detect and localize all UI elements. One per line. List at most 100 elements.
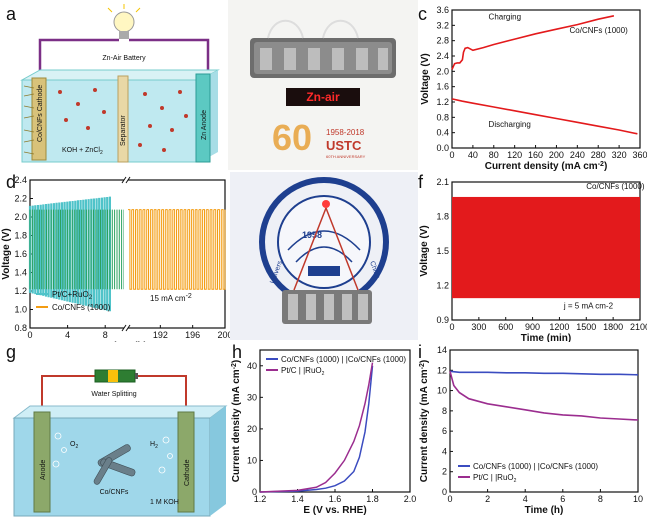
- anode-label: Zn Anode: [201, 110, 208, 140]
- chart-c: 0 40 80 120 160 200 240 280 320 360 0.0 0.4 0.8 1.2 1.…: [420, 5, 647, 172]
- y-tick-label: 1.4: [14, 268, 27, 278]
- y-tick-label: 2: [442, 467, 447, 477]
- axis-break-mark: [125, 324, 131, 332]
- panel-label-i: i: [418, 342, 422, 362]
- y-axis-title: Voltage (V): [419, 225, 430, 276]
- x-tick-label: 4: [65, 330, 70, 340]
- legend-label-i-1: Pt/C | |RuO2: [473, 473, 517, 484]
- y-tick-label: 3.6: [436, 5, 449, 15]
- panel-label-c: c: [418, 4, 427, 24]
- seal-photo: 1958 Univers China: [230, 172, 418, 340]
- ws-title: Water Splitting: [91, 391, 136, 398]
- legend-label-h-0: Co/CNFs (1000) | |Co/CNFs (1000): [281, 355, 406, 364]
- light-bulb-icon: [107, 4, 141, 39]
- panel-label-h: h: [232, 342, 243, 362]
- y-tick-label: 1.2: [14, 286, 27, 296]
- y-tick-label: 1.5: [436, 246, 449, 256]
- y-tick-label: 6: [442, 426, 447, 436]
- y-tick-label: 10: [437, 386, 447, 396]
- x-tick-label: 8: [103, 330, 108, 340]
- annotation-material: Co/CNFs (1000): [586, 182, 645, 191]
- svg-text:USTC: USTC: [326, 138, 362, 153]
- x-tick-label: 192: [153, 330, 168, 340]
- series-h-0: [259, 365, 374, 493]
- y-tick-label: 2.2: [14, 194, 27, 204]
- axis-break-mark: [121, 324, 127, 332]
- ws-anode-label: Anode: [40, 460, 47, 480]
- x-axis-title: Time (h): [108, 341, 147, 342]
- series-i-0: [449, 370, 639, 376]
- annotation-current: j = 5 mA cm-2: [563, 302, 614, 311]
- catalyst-rods: [93, 444, 136, 485]
- plot-frame: [449, 349, 639, 493]
- legend-label-i-0: Co/CNFs (1000) | |Co/CNFs (1000): [473, 462, 598, 471]
- y-tick-label: 40: [247, 361, 257, 371]
- y-tick-label: 1.2: [436, 281, 449, 291]
- series-i-1: [449, 371, 639, 421]
- x-tick-label: 600: [498, 322, 513, 332]
- x-tick-label: 0: [449, 322, 454, 332]
- series-discharging: [451, 98, 638, 135]
- y-tick-label: 14: [437, 345, 447, 355]
- separator-label: Separator: [120, 115, 127, 146]
- series-cocnfs-band: [452, 196, 640, 299]
- series-charging: [451, 15, 615, 70]
- h2-label: H2: [150, 441, 158, 450]
- battery-photo: Zn-air 60 1958-2018 USTC 60TH ANNIVERSAR…: [228, 0, 418, 170]
- x-tick-label: 200: [217, 330, 230, 340]
- y-tick-label: 0.4: [436, 128, 449, 138]
- legend-label-ptc: Pt/C+RuO2: [52, 290, 93, 301]
- water-splitting-schematic: Water Splitting Anode Cathode O2 H2 Co/C…: [12, 369, 228, 517]
- panel-label-g: g: [6, 342, 17, 362]
- anode-electrode: [195, 73, 211, 163]
- x-tick-label: 8: [598, 494, 603, 504]
- led-display: [286, 88, 360, 106]
- x-tick-label: 0: [27, 330, 32, 340]
- legend-label-h-1: Pt/C | |RuO2: [281, 366, 325, 377]
- ws-cathode: [177, 411, 195, 513]
- y-tick-label: 1.6: [14, 249, 27, 259]
- battery-icon: [94, 369, 138, 383]
- seal-inner: [277, 195, 371, 289]
- x-axis-title: Time (min): [521, 333, 571, 342]
- electrolyte-g-label: 1 M KOH: [150, 499, 179, 506]
- y-tick-label: 1.6: [436, 82, 449, 92]
- axis-break-gap: [124, 177, 128, 331]
- series-h-1: [259, 362, 374, 493]
- y-tick-label: 8: [442, 406, 447, 416]
- x-tick-label: 160: [528, 150, 543, 160]
- ws-wire-left: [41, 375, 95, 420]
- x-tick-label: 240: [570, 150, 585, 160]
- y-axis-title: Current density (mA cm-2): [419, 360, 430, 483]
- svg-text:1958-2018: 1958-2018: [326, 128, 365, 137]
- y-tick-label: 1.0: [14, 305, 27, 315]
- separator: [117, 75, 129, 163]
- x-tick-label: 10: [633, 494, 643, 504]
- y-tick-label: 0.8: [14, 323, 27, 333]
- x-tick-label: 4: [523, 494, 528, 504]
- o2-label: O2: [70, 441, 78, 450]
- x-tick-label: 1200: [549, 322, 569, 332]
- chart-i: 0 2 4 6 8 10 0 2 4 6 8 10 12 14 Time (h) Current densit…: [419, 345, 643, 516]
- y-tick-label: 0: [442, 487, 447, 497]
- x-tick-label: 0: [447, 494, 452, 504]
- battery-title: Zn-Air Battery: [102, 55, 146, 62]
- y-tick-label: 0.8: [436, 112, 449, 122]
- ws-cathode-label: Cathode: [184, 459, 191, 486]
- y-tick-label: 3.2: [436, 20, 449, 30]
- series-cocnfs-left: [29, 209, 125, 290]
- y-tick-label: 2.8: [436, 36, 449, 46]
- y-tick-label: 0.0: [436, 143, 449, 153]
- y-axis-title: Current density (mA cm-2): [231, 360, 242, 483]
- cathode-electrode: [31, 77, 47, 161]
- zn-air-schematic: Zn-Air Battery Co/CNFs Cathode Separator…: [20, 4, 220, 163]
- y-tick-label: 2.0: [14, 212, 27, 222]
- x-tick-label: 2.0: [404, 494, 417, 504]
- panel-label-a: a: [6, 4, 17, 24]
- y-tick-label: 10: [247, 455, 257, 465]
- x-tick-label: 196: [185, 330, 200, 340]
- svg-text:60: 60: [272, 117, 312, 158]
- electrolyte-label: KOH + ZnCl2: [62, 147, 103, 156]
- x-tick-label: 280: [591, 150, 606, 160]
- axis-break-mark: [121, 176, 127, 184]
